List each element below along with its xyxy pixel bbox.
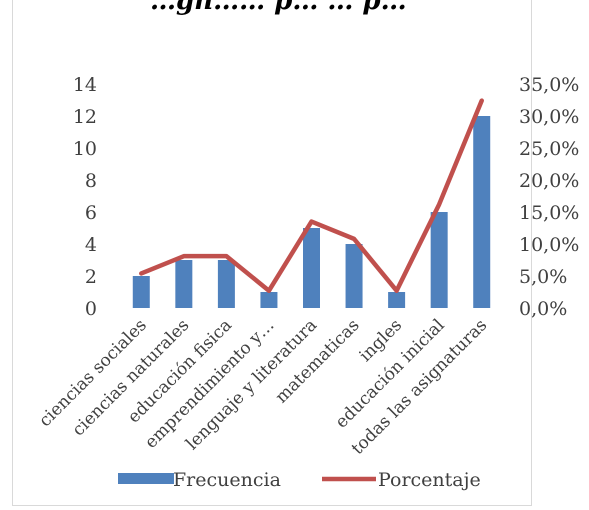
y-left-tick-label: 6 xyxy=(85,202,97,224)
y-right-tick-label: 10,0% xyxy=(519,234,579,256)
bar-4 xyxy=(303,228,320,308)
bar-6 xyxy=(388,292,406,308)
y-right-tick-label: 5,0% xyxy=(519,266,567,288)
bar-5 xyxy=(345,244,363,308)
bar-3 xyxy=(260,292,278,308)
legend-porcentaje-label: Porcentaje xyxy=(378,469,481,491)
y-left-tick-label: 0 xyxy=(85,298,97,320)
y-left-tick-label: 14 xyxy=(73,74,97,96)
line-group xyxy=(139,98,484,293)
bar-7 xyxy=(430,212,448,308)
y-right-tick-label: 20,0% xyxy=(519,170,579,192)
chart-frame xyxy=(12,0,532,506)
bar-1 xyxy=(175,260,193,308)
y-left-tick-label: 4 xyxy=(85,234,97,256)
y-left-axis: 0 2 4 6 8 10 12 14 xyxy=(73,74,97,320)
y-right-tick-label: 35,0% xyxy=(519,74,579,96)
y-right-axis: 0,0% 5,0% 10,0% 15,0% 20,0% 25,0% 30,0% 35,0% xyxy=(519,74,579,320)
legend-frecuencia-label: Frecuencia xyxy=(173,469,281,491)
y-right-tick-label: 25,0% xyxy=(519,138,579,160)
y-left-tick-label: 12 xyxy=(73,106,97,128)
legend: Frecuencia Porcentaje xyxy=(118,469,481,491)
y-left-tick-label: 8 xyxy=(85,170,97,192)
y-right-tick-label: 0,0% xyxy=(519,298,567,320)
y-right-tick-label: 30,0% xyxy=(519,106,579,128)
y-left-tick-label: 10 xyxy=(73,138,97,160)
legend-frecuencia-swatch xyxy=(118,473,174,484)
bars-group xyxy=(132,116,491,308)
bar-8 xyxy=(473,116,491,308)
y-left-tick-label: 2 xyxy=(85,266,97,288)
chart-title: …gn…… p… … p… xyxy=(150,0,407,16)
y-right-tick-label: 15,0% xyxy=(519,202,579,224)
bar-2 xyxy=(217,260,235,308)
bar-0 xyxy=(132,276,150,308)
